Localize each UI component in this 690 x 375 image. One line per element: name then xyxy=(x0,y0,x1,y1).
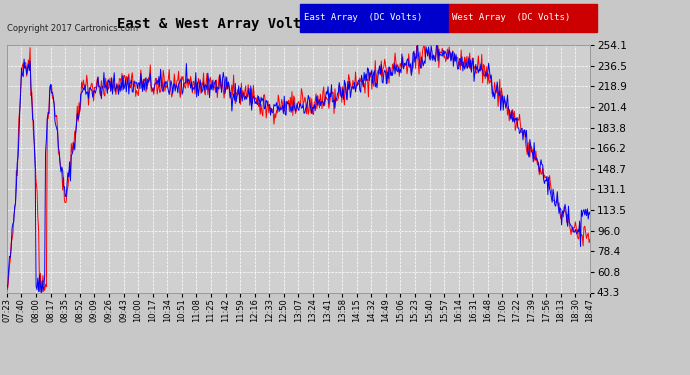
Text: Copyright 2017 Cartronics.com: Copyright 2017 Cartronics.com xyxy=(7,24,138,33)
Text: East & West Array Voltage  Thu Mar 30 18:52: East & West Array Voltage Thu Mar 30 18:… xyxy=(117,17,477,31)
Text: East Array  (DC Volts): East Array (DC Volts) xyxy=(304,13,422,22)
Text: West Array  (DC Volts): West Array (DC Volts) xyxy=(452,13,570,22)
